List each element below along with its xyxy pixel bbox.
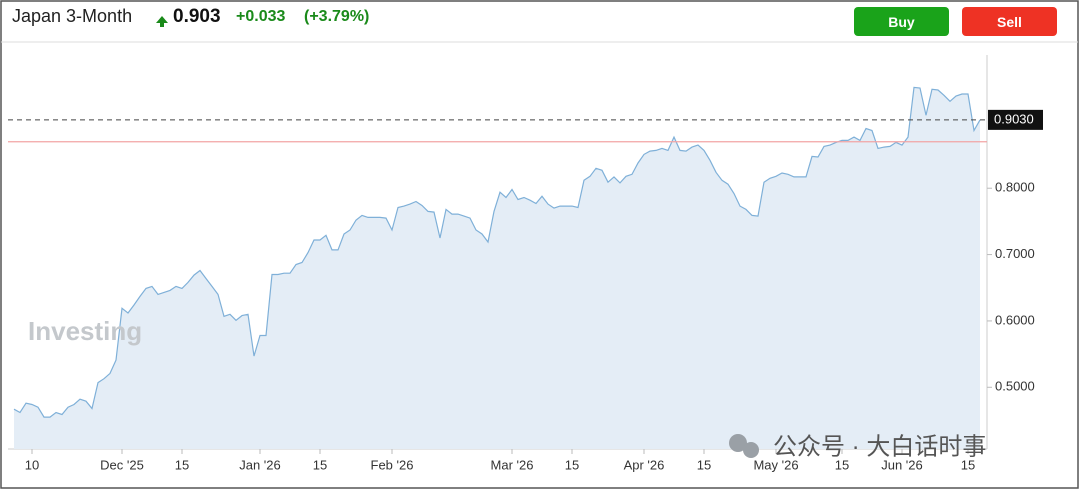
x-tick-label: 10 (25, 457, 39, 472)
y-tick-label: 0.8000 (995, 180, 1035, 195)
x-tick-label: 15 (961, 457, 975, 472)
y-tick-label: 0.7000 (995, 246, 1035, 261)
x-tick-label: Jun '26 (881, 457, 923, 472)
area-fill (14, 87, 980, 450)
wechat-watermark: 公众号 · 大白话时事 (773, 433, 986, 460)
price: 0.903 (173, 6, 221, 27)
x-tick-label: 15 (313, 457, 327, 472)
price-line (13, 86, 981, 418)
x-tick-label: Dec '25 (100, 457, 144, 472)
change-percent: (+3.79%) (304, 8, 369, 25)
buy-button[interactable]: Buy (854, 7, 949, 36)
instrument-title: Japan 3-Month (12, 6, 132, 26)
x-tick-label: Mar '26 (491, 457, 534, 472)
last-price-box (988, 109, 1043, 130)
x-tick-label: May '26 (753, 457, 798, 472)
last-price-label: 0.9030 (994, 111, 1034, 126)
wechat-icon (743, 442, 759, 458)
x-tick-label: 15 (175, 457, 189, 472)
investing-watermark: Investing (28, 316, 142, 346)
x-tick-label: Jan '26 (239, 457, 281, 472)
change: +0.033 (236, 8, 285, 25)
x-tick-label: Apr '26 (624, 457, 665, 472)
x-tick-label: 15 (565, 457, 579, 472)
x-tick-label: 15 (835, 457, 849, 472)
wechat-icon (729, 434, 747, 452)
y-tick-label: 0.5000 (995, 379, 1035, 394)
up-arrow-icon (156, 16, 168, 27)
y-tick-label: 0.6000 (995, 312, 1035, 327)
x-tick-label: 15 (697, 457, 711, 472)
x-tick-label: Feb '26 (371, 457, 414, 472)
sell-button[interactable]: Sell (962, 7, 1057, 36)
